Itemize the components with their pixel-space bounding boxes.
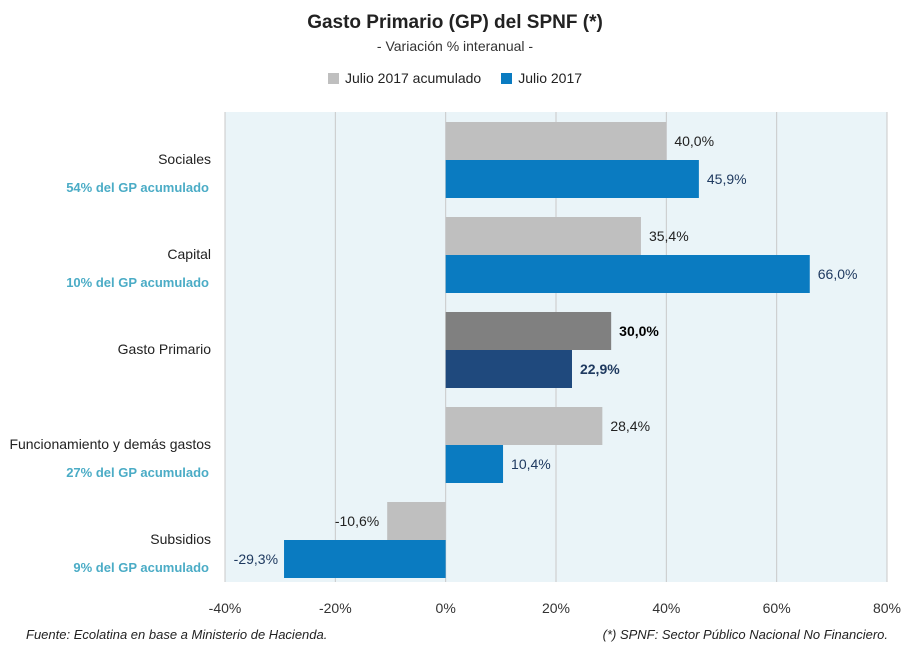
data-label: 35,4% [649, 228, 689, 244]
x-tick-label: 80% [873, 600, 901, 616]
bar [445, 160, 699, 198]
chart-legend: Julio 2017 acumulado Julio 2017 [0, 70, 910, 86]
legend-item-julio: Julio 2017 [501, 70, 582, 86]
bar [445, 350, 572, 388]
category-label: Sociales [158, 151, 211, 167]
chart-title: Gasto Primario (GP) del SPNF (*) [307, 12, 603, 33]
data-label: 28,4% [610, 418, 650, 434]
legend-swatch-julio [501, 72, 513, 84]
category-sublabel: 27% del GP acumulado [66, 465, 209, 480]
category-label: Funcionamiento y demás gastos [9, 436, 211, 452]
legend-label-julio: Julio 2017 [518, 70, 583, 86]
data-label: 40,0% [674, 133, 714, 149]
x-tick-label: 0% [436, 600, 456, 616]
data-label: 30,0% [619, 323, 659, 339]
data-label: -10,6% [335, 513, 379, 529]
bar [445, 122, 667, 160]
x-tick-label: 60% [763, 600, 791, 616]
data-label: 66,0% [818, 266, 858, 282]
category-label: Gasto Primario [118, 341, 212, 357]
category-sublabel: 54% del GP acumulado [66, 180, 209, 195]
source-note: Fuente: Ecolatina en base a Ministerio d… [26, 627, 328, 642]
data-label: 10,4% [511, 456, 551, 472]
bar [445, 217, 641, 255]
x-tick-label: 40% [652, 600, 680, 616]
x-tick-label: -20% [319, 600, 352, 616]
bar [445, 445, 504, 483]
footnote: (*) SPNF: Sector Público Nacional No Fin… [602, 627, 888, 642]
bar [445, 407, 603, 445]
category-sublabel: 9% del GP acumulado [73, 560, 209, 575]
legend-label-acumulado: Julio 2017 acumulado [344, 70, 482, 86]
category-label: Subsidios [150, 531, 211, 547]
category-label: Capital [167, 246, 211, 262]
legend-item-acumulado: Julio 2017 acumulado [327, 70, 482, 86]
bar [445, 312, 612, 350]
x-tick-label: 20% [542, 600, 570, 616]
category-sublabel: 10% del GP acumulado [66, 275, 209, 290]
chart-subtitle: - Variación % interanual - [376, 38, 534, 54]
legend-swatch-acumulado [327, 72, 339, 84]
bar [284, 540, 446, 578]
x-tick-label: -40% [209, 600, 242, 616]
data-label: 45,9% [707, 171, 747, 187]
data-label: 22,9% [580, 361, 620, 377]
data-label: -29,3% [234, 551, 278, 567]
bar [387, 502, 446, 540]
bar [445, 255, 810, 293]
